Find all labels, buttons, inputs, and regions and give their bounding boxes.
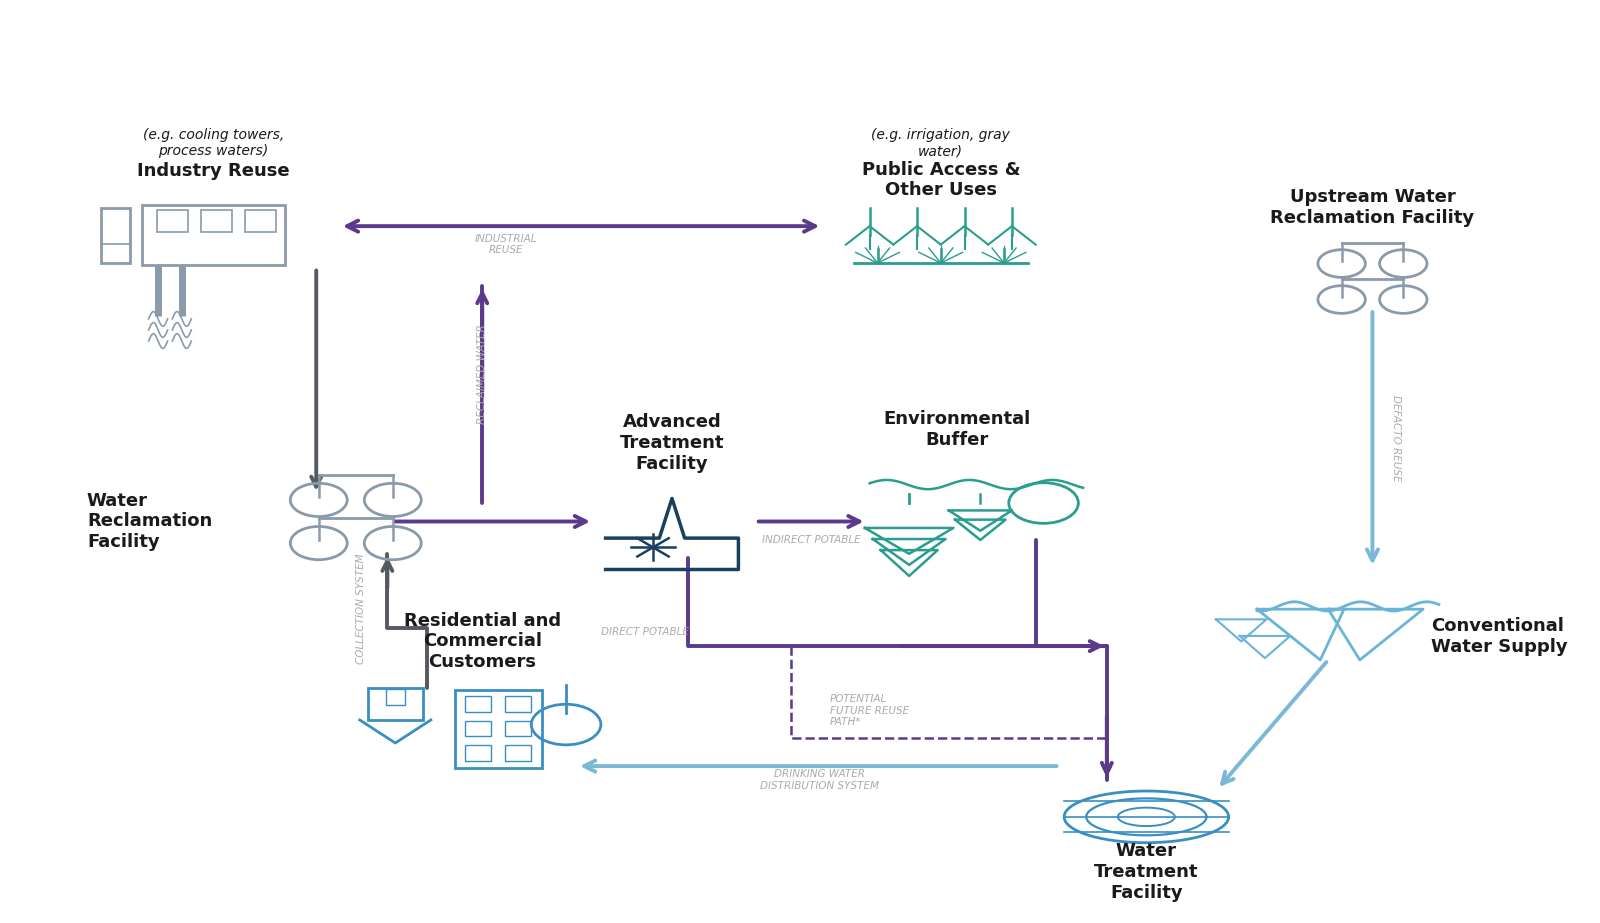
Polygon shape: [1240, 636, 1290, 658]
Text: Water
Treatment
Facility: Water Treatment Facility: [1094, 843, 1198, 902]
Text: INDIRECT POTABLE: INDIRECT POTABLE: [762, 535, 861, 545]
Text: RECLAIMED WATER: RECLAIMED WATER: [477, 324, 488, 424]
Text: DEFACTO REUSE: DEFACTO REUSE: [1390, 395, 1402, 482]
Text: Environmental
Buffer: Environmental Buffer: [883, 410, 1030, 449]
Text: INDUSTRIAL
REUSE: INDUSTRIAL REUSE: [475, 234, 538, 256]
Polygon shape: [955, 520, 1006, 540]
Polygon shape: [1216, 619, 1267, 641]
Text: COLLECTION SYSTEM: COLLECTION SYSTEM: [355, 554, 365, 665]
Text: Water
Reclamation
Facility: Water Reclamation Facility: [86, 492, 213, 551]
Polygon shape: [874, 539, 946, 565]
Polygon shape: [605, 498, 739, 569]
Text: Public Access &
Other Uses: Public Access & Other Uses: [861, 161, 1021, 199]
Text: (e.g. irrigation, gray
water): (e.g. irrigation, gray water): [872, 128, 1010, 158]
Text: Advanced
Treatment
Facility: Advanced Treatment Facility: [619, 414, 725, 473]
Text: DRINKING WATER
DISTRIBUTION SYSTEM: DRINKING WATER DISTRIBUTION SYSTEM: [760, 769, 878, 791]
Text: Upstream Water
Reclamation Facility: Upstream Water Reclamation Facility: [1270, 188, 1475, 227]
Text: POTENTIAL
FUTURE REUSE
PATH*: POTENTIAL FUTURE REUSE PATH*: [830, 694, 909, 727]
Text: Conventional
Water Supply: Conventional Water Supply: [1430, 617, 1568, 656]
Text: DIRECT POTABLE: DIRECT POTABLE: [602, 628, 688, 637]
Polygon shape: [1258, 609, 1344, 660]
Polygon shape: [949, 510, 1011, 531]
Polygon shape: [866, 528, 954, 554]
Polygon shape: [1328, 609, 1422, 660]
Polygon shape: [880, 550, 938, 576]
Text: (e.g. cooling towers,
process waters): (e.g. cooling towers, process waters): [142, 128, 285, 158]
Text: Residential and
Commercial
Customers: Residential and Commercial Customers: [403, 612, 562, 671]
Text: Industry Reuse: Industry Reuse: [138, 162, 290, 180]
